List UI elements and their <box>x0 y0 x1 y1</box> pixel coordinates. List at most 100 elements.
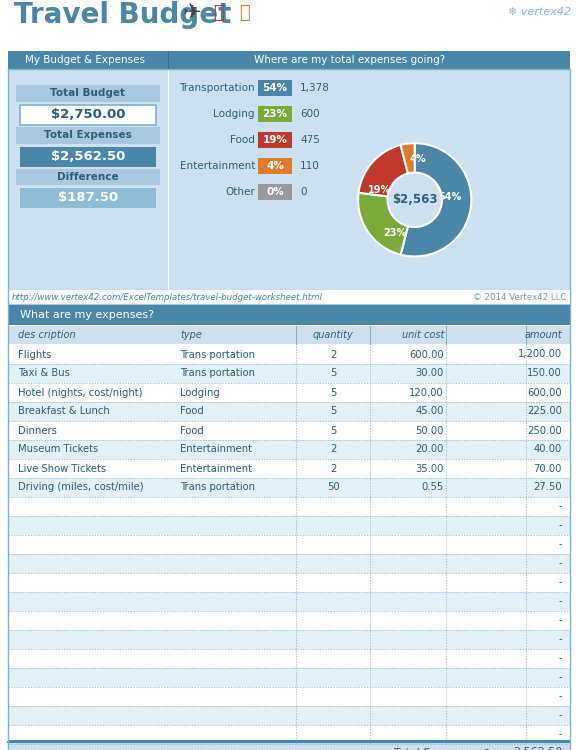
Text: Driving (miles, cost/mile): Driving (miles, cost/mile) <box>18 482 143 493</box>
Text: Entertainment: Entertainment <box>180 161 255 171</box>
Text: Food: Food <box>230 135 255 145</box>
Text: $2,562.50: $2,562.50 <box>51 151 125 164</box>
Text: 19%: 19% <box>262 135 287 145</box>
Text: $2,750.00: $2,750.00 <box>51 109 125 122</box>
Text: Museum Tickets: Museum Tickets <box>18 445 98 454</box>
Bar <box>8 687 570 706</box>
Text: -: - <box>558 730 562 740</box>
Text: Taxi & Bus: Taxi & Bus <box>18 368 70 379</box>
Text: Transportation: Transportation <box>179 83 255 93</box>
Text: 120.00: 120.00 <box>409 388 444 398</box>
Text: 600: 600 <box>300 109 320 119</box>
Text: des cription: des cription <box>18 330 76 340</box>
Text: -: - <box>558 616 562 626</box>
Text: ✈: ✈ <box>183 3 201 23</box>
Bar <box>8 535 570 554</box>
Text: 0.55: 0.55 <box>422 482 444 493</box>
Text: 45.00: 45.00 <box>416 406 444 416</box>
Bar <box>8 742 570 750</box>
Text: 475: 475 <box>300 135 320 145</box>
Text: -: - <box>558 596 562 607</box>
Text: 5: 5 <box>330 368 336 379</box>
Text: 0%: 0% <box>266 187 284 197</box>
Text: $2,563: $2,563 <box>392 194 438 206</box>
Text: © 2014 Vertex42 LLC: © 2014 Vertex42 LLC <box>473 292 566 302</box>
Bar <box>258 132 292 148</box>
Bar <box>16 169 160 185</box>
Bar <box>8 611 570 630</box>
Text: Trans portation: Trans portation <box>180 350 255 359</box>
Text: Lodging: Lodging <box>213 109 255 119</box>
Bar <box>8 69 168 290</box>
Text: 50: 50 <box>327 482 339 493</box>
Bar <box>8 326 570 344</box>
Bar <box>8 516 570 535</box>
Text: 150.00: 150.00 <box>527 368 562 379</box>
Bar <box>169 69 570 290</box>
Bar <box>168 51 169 69</box>
Text: Total Expenses  $: Total Expenses $ <box>394 748 490 750</box>
Text: 27.50: 27.50 <box>533 482 562 493</box>
Text: 250.00: 250.00 <box>527 425 562 436</box>
Bar <box>258 106 292 122</box>
Text: 600.00: 600.00 <box>527 388 562 398</box>
Text: 110: 110 <box>300 161 320 171</box>
Bar <box>8 421 570 440</box>
Text: Flights: Flights <box>18 350 51 359</box>
Text: 2: 2 <box>330 464 336 473</box>
Text: -: - <box>558 653 562 664</box>
Bar <box>16 85 160 102</box>
Text: 0: 0 <box>300 187 306 197</box>
Text: 2,562.50: 2,562.50 <box>514 748 563 750</box>
Text: -: - <box>558 692 562 701</box>
Text: amount: amount <box>524 330 562 340</box>
Text: 5: 5 <box>330 406 336 416</box>
Text: 2: 2 <box>330 445 336 454</box>
Text: Breakfast & Lunch: Breakfast & Lunch <box>18 406 110 416</box>
Text: 1,378: 1,378 <box>300 83 330 93</box>
Text: 1,200.00: 1,200.00 <box>518 350 562 359</box>
Text: 5: 5 <box>330 388 336 398</box>
Bar <box>0 0 578 50</box>
Bar <box>258 184 292 200</box>
Text: Hotel (nights, cost/night): Hotel (nights, cost/night) <box>18 388 143 398</box>
Bar <box>8 364 570 383</box>
Text: http://www.vertex42.com/ExcelTemplates/travel-budget-worksheet.html: http://www.vertex42.com/ExcelTemplates/t… <box>12 292 323 302</box>
Text: Travel Budget: Travel Budget <box>14 1 231 29</box>
Text: Trans portation: Trans portation <box>180 368 255 379</box>
Text: -: - <box>558 520 562 530</box>
Text: ❄ vertex42: ❄ vertex42 <box>509 7 572 17</box>
Text: 5: 5 <box>330 425 336 436</box>
Text: Difference: Difference <box>57 172 119 182</box>
Bar <box>8 459 570 478</box>
Text: $187.50: $187.50 <box>58 191 118 205</box>
Wedge shape <box>358 193 408 255</box>
Bar <box>8 573 570 592</box>
Bar <box>8 725 570 744</box>
Text: 🚗: 🚗 <box>213 4 223 22</box>
Text: -: - <box>558 634 562 644</box>
Bar <box>8 497 570 516</box>
Text: Total Budget: Total Budget <box>50 88 125 98</box>
Text: Other: Other <box>225 187 255 197</box>
Text: 40.00: 40.00 <box>533 445 562 454</box>
Text: My Budget & Expenses: My Budget & Expenses <box>25 55 145 65</box>
Bar <box>8 554 570 573</box>
Text: Entertainment: Entertainment <box>180 445 252 454</box>
Bar <box>20 188 156 208</box>
Text: -: - <box>558 578 562 587</box>
Bar <box>8 478 570 497</box>
Bar <box>16 127 160 144</box>
Text: quantity: quantity <box>313 330 353 340</box>
Text: Live Show Tickets: Live Show Tickets <box>18 464 106 473</box>
Text: 20.00: 20.00 <box>416 445 444 454</box>
Text: 54%: 54% <box>262 83 288 93</box>
Bar <box>8 383 570 402</box>
Bar <box>20 147 156 167</box>
Text: -: - <box>558 539 562 550</box>
Bar <box>8 649 570 668</box>
Text: 30.00: 30.00 <box>416 368 444 379</box>
Text: 23%: 23% <box>383 228 406 238</box>
Text: Food: Food <box>180 406 204 416</box>
Bar <box>8 51 570 69</box>
